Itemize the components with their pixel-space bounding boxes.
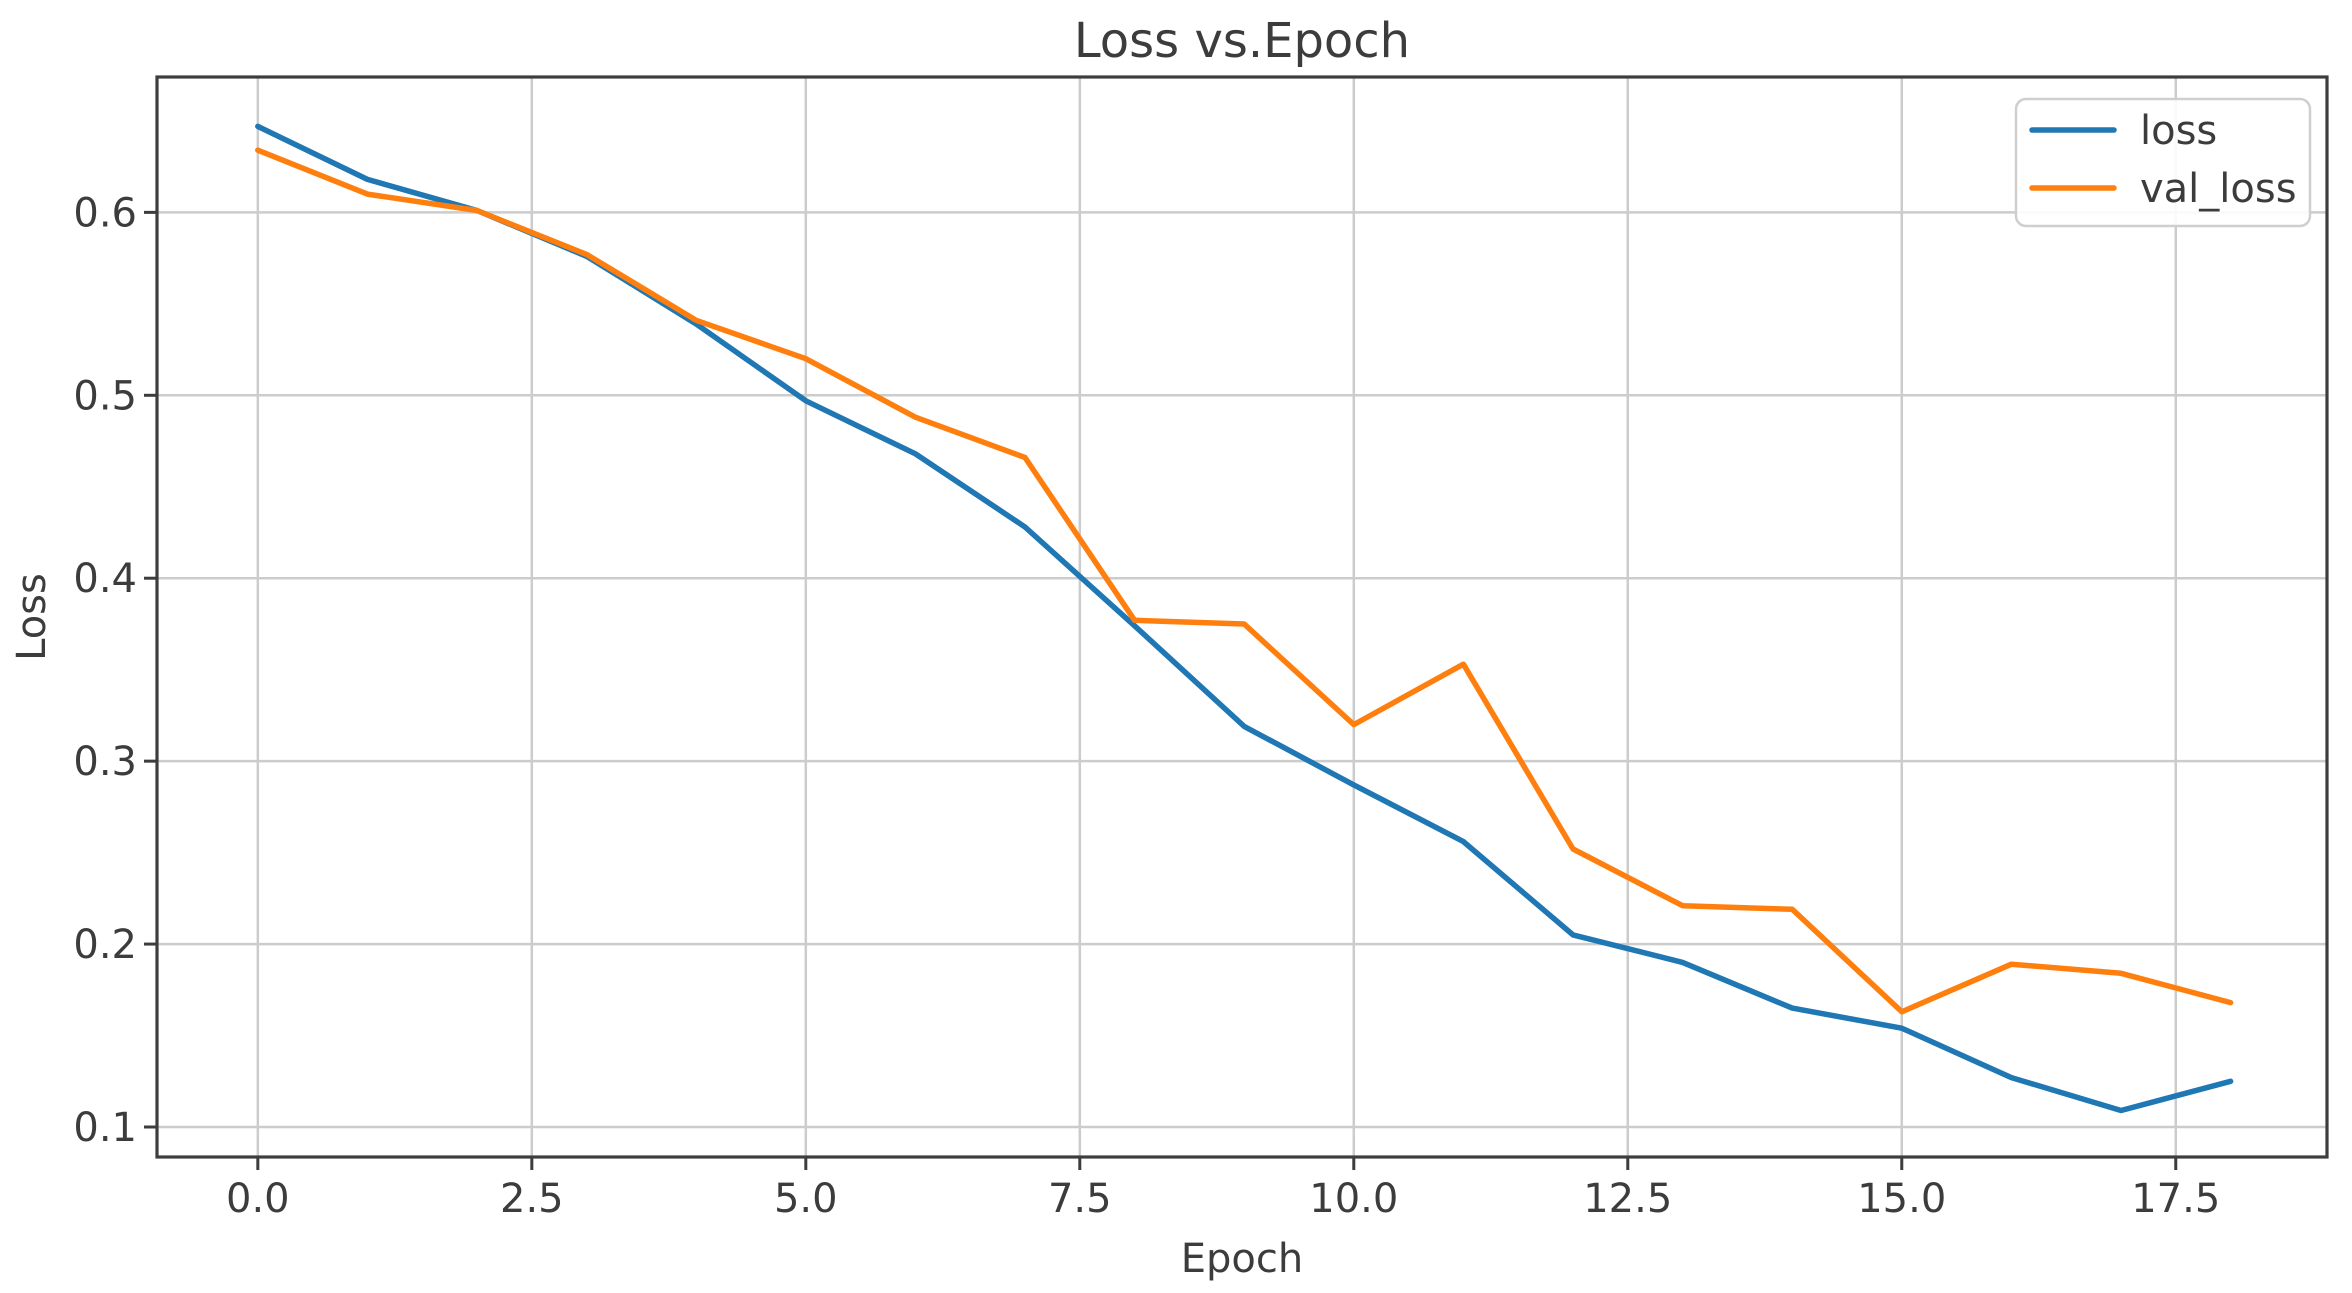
- y-tick-label: 0.4: [73, 556, 137, 602]
- x-tick-label: 12.5: [1583, 1176, 1672, 1222]
- y-tick-label: 0.6: [73, 190, 137, 236]
- grid-layer: [157, 77, 2327, 1157]
- plot-border: [155, 75, 2329, 1159]
- y-tick-label: 0.5: [73, 373, 137, 419]
- y-tick-label: 0.3: [73, 739, 137, 785]
- y-axis-label: Loss: [9, 573, 55, 661]
- tick-layer: 0.0 2.5 5.0 7.5 10.0 12.5 15.0 17.5 0.1 0.2 0.3 0.4…: [73, 190, 2220, 1222]
- y-tick-label: 0.2: [73, 922, 137, 968]
- y-tick-label: 0.1: [73, 1105, 137, 1151]
- x-tick-label: 0.0: [226, 1176, 290, 1222]
- series-layer: [255, 123, 2234, 1114]
- legend-label-val_loss: val_loss: [2140, 166, 2297, 212]
- chart-title: Loss vs.Epoch: [1074, 13, 1410, 69]
- legend: loss val_loss: [2014, 97, 2312, 228]
- x-axis-label: Epoch: [1181, 1236, 1303, 1282]
- legend-label-loss: loss: [2140, 108, 2217, 154]
- loss-line: [255, 123, 2234, 1114]
- x-tick-label: 2.5: [500, 1176, 564, 1222]
- x-tick-label: 17.5: [2131, 1176, 2220, 1222]
- x-tick-label: 10.0: [1309, 1176, 1398, 1222]
- val_loss-line: [255, 147, 2234, 1015]
- x-tick-label: 15.0: [1857, 1176, 1946, 1222]
- x-tick-label: 7.5: [1048, 1176, 1112, 1222]
- x-tick-label: 5.0: [774, 1176, 838, 1222]
